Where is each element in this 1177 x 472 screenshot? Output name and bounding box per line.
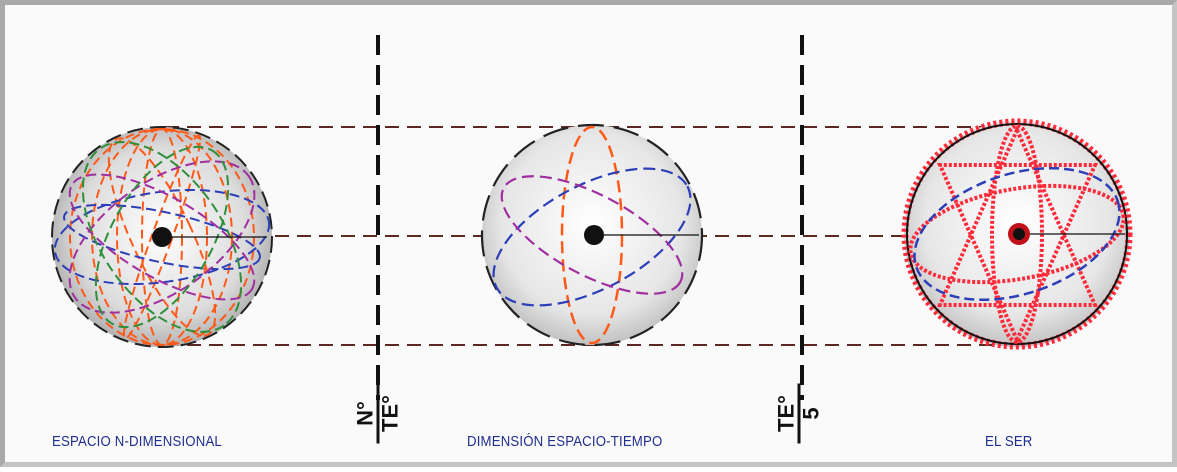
purple-orbit [68,160,256,314]
red-wavy-outline [901,118,1133,350]
sphere-espacio-tiempo [480,123,704,347]
fraction-denominator: 5 [798,407,824,420]
caption-espacio-n-dimensional: ESPACIO N-DIMENSIONAL [52,433,222,450]
blue-orbit [913,166,1121,302]
caption-dimension-espacio-tiempo: DIMENSIÓN ESPACIO-TIEMPO [467,433,663,450]
fraction-denominator: TE° [377,395,403,432]
sphere-outline [480,123,704,347]
caption-el-ser: EL SER [985,433,1033,450]
blue-orbit [53,188,271,286]
blue-orbit [492,167,692,307]
spheres-diagram [51,35,1133,400]
sphere-outline [51,126,273,348]
divider-label-first: N° TE° [353,383,403,444]
green-orbit [81,141,243,333]
purple-orbit-2 [68,173,256,301]
fraction-numerator: N° [353,383,380,444]
fraction-numerator: TE° [774,383,801,444]
center-dot [584,225,604,245]
sphere-el-ser [901,118,1133,350]
vertical-dividers [376,35,804,400]
blue-orbit-2 [63,203,261,271]
green-orbit-2 [94,145,230,329]
center-dot [152,227,172,247]
purple-orbit [500,175,684,295]
sphere-n-dimensional [51,126,273,348]
divider-label-second: TE° 5 [774,383,824,444]
center-dot-core [1013,228,1025,240]
